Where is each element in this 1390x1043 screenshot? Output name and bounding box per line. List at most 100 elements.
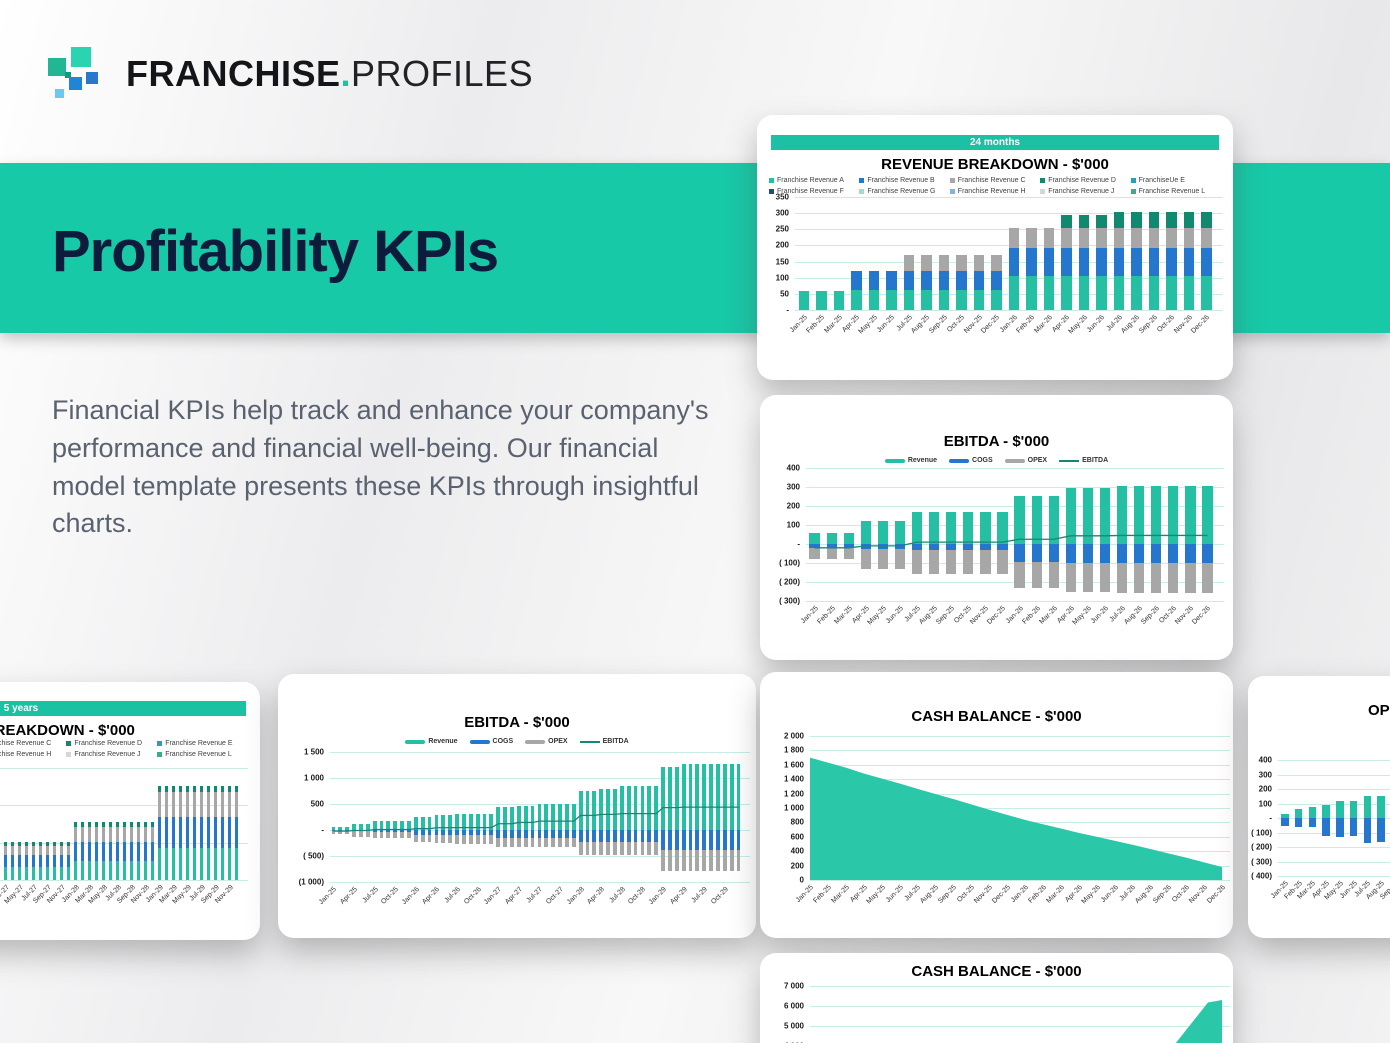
legend-label: EBITDA [602,738,629,745]
bar-segment [585,841,590,855]
bar-segment [809,532,820,544]
gridline [795,213,1223,215]
bar-segment [826,547,837,560]
bar-segment [489,814,494,830]
x-axis-label: Jun-26 [1099,884,1120,905]
chart-title: CASH BALANCE - $'000 [911,708,1082,725]
bar-segment [938,255,949,272]
bar-segment [496,830,501,838]
bar-segment [94,821,99,827]
bar-segment [674,849,679,871]
x-axis-label: Oct-28 [627,886,648,906]
bar-segment [3,846,8,856]
bar-segment [997,511,1008,544]
x-axis-label: Aug-26 [1120,314,1142,335]
bar-segment [551,803,556,830]
bar-segment [530,837,535,847]
bar-segment [1166,276,1177,310]
logo-square-bright-teal [71,47,91,67]
bar-segment [1168,544,1179,563]
logo-square-dark-teal [65,72,71,78]
bar-segment [38,867,43,880]
bar-segment [331,831,336,835]
bar-segment [606,841,610,855]
bar-segment [1096,215,1107,228]
bar-segment [640,830,645,842]
bar-segment [108,821,113,827]
page-title: Profitability KPIs [52,219,499,284]
y-axis-label: ( 100) [779,558,800,568]
bar-segment [661,766,665,830]
bar-segment [1201,276,1212,310]
bar-segment [66,855,71,868]
chart-legend: Revenue COGS OPEX EBITDA [760,457,1233,464]
bar-segment [427,834,432,842]
bar-segment [413,834,418,842]
legend-label: COGS [972,457,993,464]
bar-segment [1183,227,1194,248]
bar-segment [991,255,1002,272]
bar-segment [729,764,734,830]
y-axis-label: 200 [790,861,804,871]
legend-label: OPEX [1027,457,1048,464]
bar-segment [87,841,92,861]
bar-segment [122,826,127,842]
legend-swatch [1130,189,1136,194]
bar-segment [164,816,169,848]
legend-swatch [157,741,163,746]
bar-segment [571,837,576,847]
bar-segment [73,860,78,880]
bar-segment [606,830,610,842]
bar-segment [164,785,169,792]
bar-segment [537,837,542,847]
bar-segment [489,830,494,836]
bar-segment [729,830,734,850]
bar-segment [523,830,528,838]
bar-segment [647,786,652,830]
bar-segment [1134,563,1145,594]
bar-segment [171,847,176,880]
bar-segment [1048,495,1059,544]
y-axis-label: 4 000 [784,1042,804,1043]
bar-segment [877,548,888,569]
bar-segment [1113,211,1124,228]
legend-label: Franchise Revenue E [165,740,233,747]
bar-segment [1065,544,1076,563]
bar-segment [688,830,693,850]
bar-segment [129,860,134,880]
bar-segment [877,521,888,544]
gridline [1278,861,1390,863]
chart-legend: Revenue COGS OPEX EBITDA [278,738,756,745]
bar-segment [544,830,549,838]
bar-segment [345,826,350,830]
bar-segment [94,841,99,861]
x-axis-label: Jun-25 [884,605,905,626]
bar-segment [234,816,239,848]
bar-segment [59,867,64,880]
bar-segment [668,849,672,871]
bar-segment [709,849,713,871]
bar-segment [599,788,604,830]
bar-segment [441,835,446,843]
bar-segment [496,837,501,847]
bar-segment [578,830,583,842]
y-axis-label: 250 [775,224,789,234]
legend-item: COGS [949,457,993,464]
bar-segment [101,821,106,827]
legend-label: Franchise Revenue J [74,751,141,758]
bar-segment [468,814,473,830]
gridline [806,468,1224,469]
gridline [1278,832,1390,834]
x-axis-label: May-25 [865,884,887,906]
bar-segment [695,764,700,830]
x-axis-label: Apr-25 [339,886,359,906]
bar-segment [1377,818,1385,842]
bar-segment [709,764,713,830]
bar-segment [1202,544,1213,563]
legend-item: Franchise Revenue C [0,740,66,747]
bar-segment [1166,247,1177,277]
bar-segment [45,867,50,880]
y-axis-label: 1 800 [783,745,804,755]
bar-segment [1148,247,1159,277]
bar-segment [1065,488,1076,544]
